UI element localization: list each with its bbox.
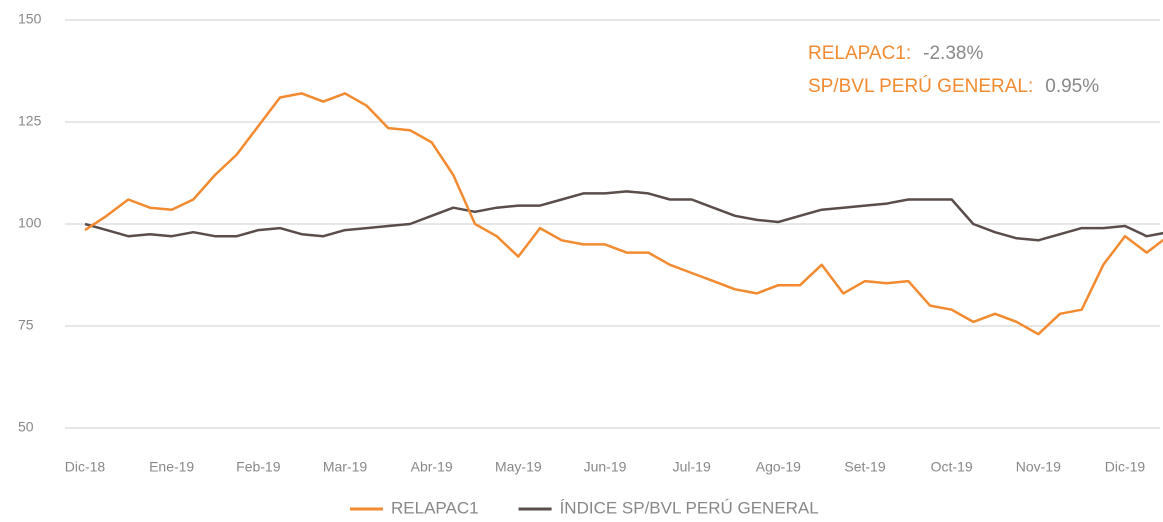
x-tick-label: May-19	[495, 459, 542, 475]
x-tick-label: Dic-19	[1105, 459, 1146, 475]
x-tick-label: Feb-19	[236, 459, 281, 475]
x-tick-label: Oct-19	[931, 459, 973, 475]
annotation-value: 0.95%	[1045, 76, 1099, 97]
x-tick-label: Abr-19	[411, 459, 453, 475]
series-line	[84, 92, 1163, 336]
y-tick-label: 100	[18, 215, 42, 231]
series-line	[84, 190, 1163, 242]
annotation-label: RELAPAC1:	[808, 43, 911, 64]
y-tick-label: 75	[18, 317, 34, 333]
x-tick-label: Jul-19	[673, 459, 711, 475]
x-tick-label: Jun-19	[584, 459, 627, 475]
x-tick-label: Ago-19	[756, 459, 801, 475]
x-tick-label: Set-19	[844, 459, 885, 475]
y-tick-label: 50	[18, 419, 34, 435]
annotation-value: -2.38%	[923, 43, 983, 64]
y-tick-label: 150	[18, 11, 42, 27]
x-tick-label: Nov-19	[1016, 459, 1061, 475]
legend-label: RELAPAC1	[391, 498, 479, 517]
annotation-label: SP/BVL PERÚ GENERAL:	[808, 75, 1033, 97]
x-tick-label: Mar-19	[323, 459, 368, 475]
y-tick-label: 125	[18, 113, 42, 129]
legend-label: ÍNDICE SP/BVL PERÚ GENERAL	[560, 498, 819, 517]
x-tick-label: Ene-19	[149, 459, 194, 475]
x-tick-label: Dic-18	[65, 459, 106, 475]
